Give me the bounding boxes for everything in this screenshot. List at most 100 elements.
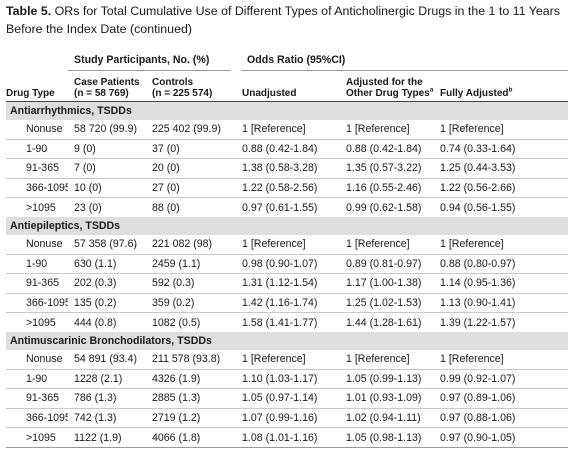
case-patients-cell: 786 (1.3) <box>74 392 117 405</box>
drug-type-cell: >1095 <box>26 316 56 329</box>
fully-adjusted-or-cell: 0.99 (0.92-1.07) <box>440 372 516 385</box>
drug-type-cell: 1-90 <box>26 372 48 385</box>
fully-adjusted-or-cell: 0.97 (0.89-1.06) <box>440 392 516 405</box>
case-patients-cell: 135 (0.2) <box>74 297 117 310</box>
section-title: Antiarrhythmics, TSDDs <box>6 101 569 120</box>
table-title-text: ORs for Total Cumulative Use of Differen… <box>6 4 560 36</box>
drug-type-cell: 91-365 <box>26 277 59 290</box>
case-patients-cell: 7 (0) <box>74 162 96 175</box>
fully-adjusted-or-cell: 1.25 (0.44-3.53) <box>440 162 516 175</box>
table-label: Table 5. <box>6 4 52 18</box>
case-patients-cell: 10 (0) <box>74 182 102 195</box>
case-patients-cell: 1122 (1.9) <box>74 431 122 444</box>
header-group-odds-ratio: Odds Ratio (95%CI) <box>231 50 569 71</box>
adjusted-or-cell: 0.89 (0.81-0.97) <box>346 257 422 270</box>
unadjusted-or-cell: 0.97 (0.61-1.55) <box>242 201 318 214</box>
controls-cell: 225 402 (99.9) <box>152 123 221 136</box>
controls-cell: 1082 (0.5) <box>152 316 201 329</box>
case-patients-cell: 1228 (2.1) <box>74 372 123 385</box>
drug-type-cell: 366-1095 <box>26 297 68 310</box>
unadjusted-or-cell: 1.05 (0.97-1.14) <box>242 392 318 405</box>
fully-adjusted-or-cell: 1.13 (0.90-1.41) <box>440 297 516 310</box>
controls-cell: 4326 (1.9) <box>152 372 201 385</box>
case-patients-cell: 742 (1.3) <box>74 412 117 425</box>
unadjusted-or-cell: 1.58 (1.41-1.77) <box>242 316 318 329</box>
header-spacer <box>6 50 68 71</box>
footnote-b-marker: b <box>508 86 513 94</box>
section-header-row: Antiarrhythmics, TSDDs <box>6 101 569 120</box>
fully-adjusted-or-cell: 0.94 (0.56-1.55) <box>440 201 516 214</box>
header-group-row: Study Participants, No. (%) Odds Ratio (… <box>6 50 569 71</box>
adjusted-or-cell: 1 [Reference] <box>346 123 410 136</box>
controls-cell: 27 (0) <box>152 182 180 195</box>
case-patients-cell: 630 (1.1) <box>74 257 117 270</box>
controls-cell: 88 (0) <box>152 201 180 214</box>
unadjusted-or-cell: 1.42 (1.16-1.74) <box>242 297 318 310</box>
controls-cell: 37 (0) <box>152 142 180 155</box>
table-row: 366-1095 742 (1.3) 2719 (1.2) 1.07 (0.99-1.… <box>6 408 569 428</box>
adjusted-or-cell: 1.16 (0.55-2.46) <box>346 182 422 195</box>
drug-type-cell: Nonuse <box>26 238 63 251</box>
fully-adjusted-or-cell: 0.74 (0.33-1.64) <box>440 142 516 155</box>
unadjusted-or-cell: 1 [Reference] <box>242 123 306 136</box>
table-row: 1-90 630 (1.1) 2459 (1.1) 0.98 (0.90-1.07) 0… <box>6 254 569 274</box>
drug-type-cell: 366-1095 <box>26 182 68 195</box>
fully-adjusted-or-cell: 0.88 (0.80-0.97) <box>440 257 516 270</box>
table-row: Nonuse 57 358 (97.6) 221 082 (98) 1 [Refere… <box>6 235 568 254</box>
unadjusted-or-cell: 0.98 (0.90-1.07) <box>242 257 318 270</box>
controls-cell: 20 (0) <box>152 162 180 175</box>
adjusted-or-cell: 0.99 (0.62-1.58) <box>346 201 422 214</box>
case-patients-cell: 444 (0.8) <box>74 316 117 329</box>
drug-type-cell: 1-90 <box>26 142 48 155</box>
case-patients-cell: 23 (0) <box>74 201 102 214</box>
unadjusted-or-cell: 1.08 (1.01-1.16) <box>242 431 318 444</box>
header-drug-type: Drug Type <box>6 88 55 99</box>
table-row: Nonuse 58 720 (99.9) 225 402 (99.9) 1 [Refe… <box>6 120 568 139</box>
unadjusted-or-cell: 1.22 (0.58-2.56) <box>242 182 318 195</box>
unadjusted-or-cell: 1 [Reference] <box>242 238 306 251</box>
drug-type-cell: 91-365 <box>26 162 59 175</box>
table-bottom-rule <box>6 447 568 448</box>
header-fully-adjusted: Fully Adjustedb <box>440 86 513 99</box>
fully-adjusted-or-cell: 1 [Reference] <box>440 238 504 251</box>
section-title: Antiepileptics, TSDDs <box>6 216 569 235</box>
header-case-patients: Case Patients (n = 58 769) <box>74 77 140 99</box>
fully-adjusted-or-cell: 1 [Reference] <box>440 123 504 136</box>
case-patients-cell: 58 720 (99.9) <box>74 123 138 136</box>
table-row: 91-365 786 (1.3) 2885 (1.3) 1.05 (0.97-1.14… <box>6 388 569 409</box>
table-row: 91-365 7 (0) 20 (0) 1.38 (0.58-3.28) 1.35 (0… <box>6 158 569 179</box>
adjusted-or-cell: 1 [Reference] <box>346 238 410 251</box>
table-row: 1-90 1228 (2.1) 4326 (1.9) 1.10 (1.03-1.17)… <box>6 369 569 389</box>
unadjusted-or-cell: 1.38 (0.58-3.28) <box>242 162 318 175</box>
table-row: Nonuse 54 891 (93.4) 211 578 (93.8) 1 [Refe… <box>6 350 568 369</box>
adjusted-or-cell: 1.17 (1.00-1.38) <box>346 277 422 290</box>
case-patients-cell: 54 891 (93.4) <box>74 353 138 366</box>
section-title: Antimuscarinic Bronchodilators, TSDDs <box>6 331 569 350</box>
adjusted-or-cell: 1.02 (0.94-1.11) <box>346 412 421 425</box>
case-patients-cell: 202 (0.3) <box>74 277 117 290</box>
fully-adjusted-or-cell: 1.14 (0.95-1.36) <box>440 277 516 290</box>
drug-type-cell: 1-90 <box>26 257 48 270</box>
table-title: Table 5. ORs for Total Cumulative Use of… <box>6 2 566 38</box>
unadjusted-or-cell: 1.31 (1.12-1.54) <box>242 277 318 290</box>
table-row: >1095 1122 (1.9) 4066 (1.8) 1.08 (1.01-1.16… <box>6 427 569 447</box>
controls-cell: 221 082 (98) <box>152 238 213 251</box>
fully-adjusted-or-cell: 1.22 (0.56-2.66) <box>440 182 516 195</box>
unadjusted-or-cell: 1.10 (1.03-1.17) <box>242 372 318 385</box>
controls-cell: 2885 (1.3) <box>152 392 201 405</box>
drug-type-cell: Nonuse <box>26 123 63 136</box>
adjusted-or-cell: 1.01 (0.93-1.09) <box>346 392 422 405</box>
controls-cell: 2719 (1.2) <box>152 412 201 425</box>
drug-type-cell: Nonuse <box>26 353 63 366</box>
case-patients-cell: 57 358 (97.6) <box>74 238 138 251</box>
adjusted-or-cell: 1.35 (0.57-3.22) <box>346 162 422 175</box>
table-row: 1-90 9 (0) 37 (0) 0.88 (0.42-1.84) 0.88 (0.4… <box>6 139 569 159</box>
unadjusted-or-cell: 0.88 (0.42-1.84) <box>242 142 318 155</box>
table-row: >1095 23 (0) 88 (0) 0.97 (0.61-1.55) 0.99 (0… <box>6 197 569 217</box>
controls-cell: 2459 (1.1) <box>152 257 201 270</box>
controls-cell: 592 (0.3) <box>152 277 195 290</box>
fully-adjusted-or-cell: 0.97 (0.88-1.06) <box>440 412 516 425</box>
drug-type-cell: >1095 <box>26 201 56 214</box>
unadjusted-or-cell: 1 [Reference] <box>242 353 306 366</box>
table-row: 366-1095 10 (0) 27 (0) 1.22 (0.58-2.56) 1.16… <box>6 178 569 198</box>
